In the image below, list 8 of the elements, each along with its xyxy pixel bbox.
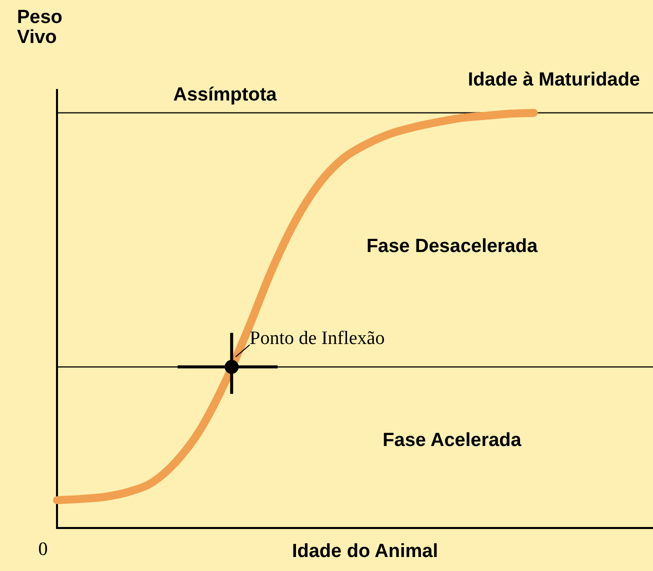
ref-line-label: Assímptota bbox=[173, 84, 278, 106]
x-axis-title: Idade do Animal bbox=[292, 541, 438, 562]
text: 0 bbox=[38, 538, 48, 560]
annotation: Fase Desacelerada bbox=[366, 236, 538, 258]
annotation: Ponto de Inflexão bbox=[250, 328, 385, 349]
y-axis-title: Peso Vivo bbox=[17, 7, 62, 48]
annotation: Fase Acelerada bbox=[382, 430, 522, 452]
text: Idade à Maturidade bbox=[468, 70, 640, 91]
